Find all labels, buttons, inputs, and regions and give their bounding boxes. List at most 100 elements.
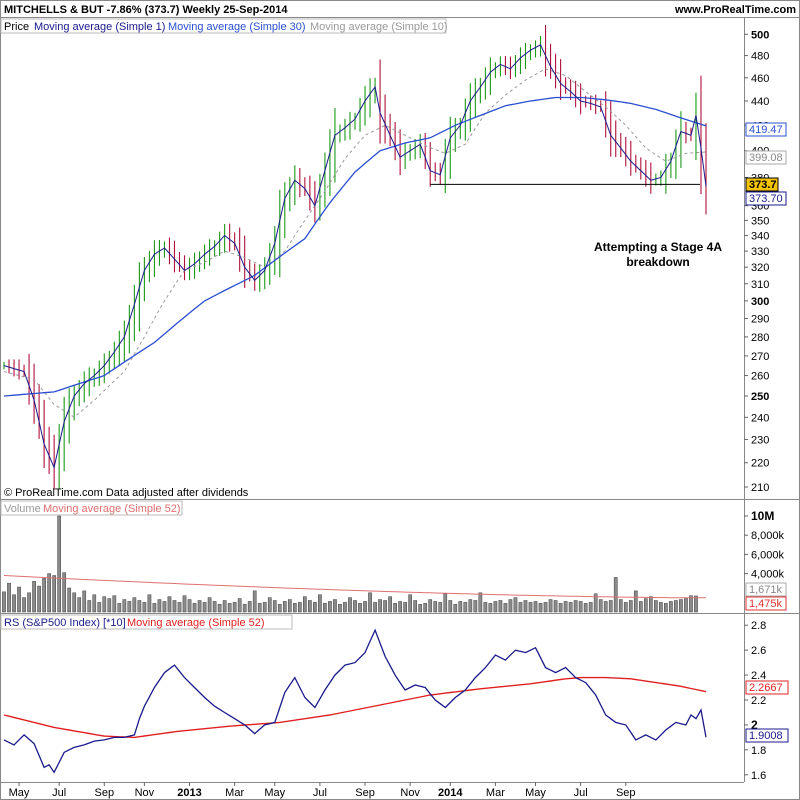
x-tick-label: May	[525, 787, 546, 799]
volume-bar	[17, 586, 21, 613]
volume-bar	[323, 603, 327, 613]
sma1-line	[3, 44, 707, 470]
volume-bar	[588, 602, 593, 613]
volume-bar	[623, 602, 628, 613]
sma1-badge: 373.70	[749, 193, 783, 205]
volume-bar	[137, 600, 142, 613]
legend-volume: Volume	[4, 503, 41, 515]
volume-bar	[568, 602, 573, 613]
legend-rs-ma: Moving average (Simple 52)	[127, 617, 265, 629]
volume-bar	[328, 601, 332, 613]
volume-bar	[252, 590, 257, 613]
volume-bar	[172, 600, 177, 613]
legend-rs: RS (S&P500 Index) [*10]	[4, 617, 126, 629]
price-tick-label: 260	[751, 371, 769, 383]
annotation-line1: Attempting a Stage 4A	[594, 240, 722, 254]
volume-bar	[654, 600, 658, 613]
volume-bar	[388, 596, 392, 613]
volume-bar	[353, 600, 357, 613]
volume-bar	[157, 599, 162, 613]
volume-bar	[563, 601, 568, 613]
rs-tick-label: 2.8	[751, 620, 766, 632]
volume-bar	[463, 602, 468, 613]
volume-bar	[423, 603, 428, 613]
price-tick-label: 480	[751, 51, 769, 63]
volume-bar	[648, 596, 653, 613]
volume-bar	[297, 602, 302, 613]
volume-bar	[122, 599, 127, 613]
volume-bar	[52, 575, 56, 613]
volume-bar	[107, 598, 112, 613]
volume-bar	[468, 599, 473, 613]
volume-bar	[177, 602, 182, 613]
price-tick-label: 250	[751, 391, 769, 403]
x-tick-label: Sep	[355, 787, 375, 799]
sma1-badge-box	[745, 191, 787, 206]
volume-bar	[152, 603, 157, 613]
volume-bar	[498, 600, 503, 613]
volume-bar	[27, 592, 31, 613]
volume-bar	[684, 598, 688, 613]
volume-bar	[313, 602, 317, 613]
sma30-badge: 419.47	[749, 124, 783, 136]
volume-bar	[403, 602, 407, 613]
volume-bar	[92, 594, 97, 613]
volume-bars	[2, 515, 698, 613]
x-tick-label: May	[264, 787, 285, 799]
volume-bar	[398, 601, 402, 613]
x-tick-label: Sep	[616, 787, 636, 799]
price-tick-label: 220	[751, 458, 769, 470]
last-price-badge: 373.7	[749, 179, 777, 191]
volume-bar	[503, 603, 508, 613]
rs-tick-label: 1.8	[751, 745, 766, 757]
volume-bar	[197, 600, 202, 613]
volume-bar	[257, 603, 262, 613]
volume-bar	[207, 597, 212, 613]
volume-bar	[659, 602, 663, 613]
volume-bar	[674, 600, 678, 613]
legend-sma10: Moving average (Simple 10)	[310, 21, 448, 33]
price-tick-label: 500	[751, 29, 769, 41]
volume-bar	[543, 602, 548, 613]
volume-bar	[694, 595, 698, 613]
volume-bar	[638, 601, 643, 613]
volume-legend-box	[0, 500, 183, 516]
sma10-line	[3, 68, 707, 418]
volume-badges: 1,671k 1,475k	[745, 582, 787, 611]
volume-bar	[142, 602, 147, 613]
volume-bar	[2, 591, 6, 613]
volume-bar	[453, 604, 458, 613]
rs-y-axis: 2.8 2.6 2.4 2.2 2 1.8 1.6	[744, 620, 766, 782]
volume-bar	[689, 595, 693, 613]
volume-bar	[227, 603, 232, 613]
volume-bar	[87, 600, 92, 613]
x-tick-label: Mar	[225, 787, 244, 799]
volume-bar	[373, 602, 377, 613]
volume-bar	[418, 604, 423, 613]
x-tick-label: Nov	[135, 787, 155, 799]
volume-bar	[287, 599, 292, 613]
volume-bar	[433, 601, 438, 613]
volume-bar	[573, 600, 578, 613]
volume-bar	[593, 593, 598, 613]
volume-bar	[167, 596, 172, 613]
volume-bar	[608, 600, 613, 613]
volume-bar	[282, 601, 287, 613]
volume-tick-label: 6,000k	[751, 549, 785, 561]
volume-bar	[247, 601, 252, 613]
volume-bar	[438, 602, 443, 613]
volume-bar	[232, 602, 237, 613]
volume-bar	[292, 603, 297, 613]
volume-bar	[643, 598, 648, 613]
volume-bar	[303, 596, 307, 613]
volume-bar	[613, 577, 618, 613]
volume-bar	[72, 592, 77, 613]
volume-bar	[528, 602, 533, 613]
volume-bar	[488, 603, 493, 613]
volume-bar	[473, 600, 478, 613]
volume-bar	[408, 594, 413, 613]
data-footer: © ProRealTime.com Data adjusted after di…	[4, 487, 249, 499]
volume-bar	[628, 600, 633, 613]
site-label: www.ProRealTime.com	[674, 4, 796, 16]
